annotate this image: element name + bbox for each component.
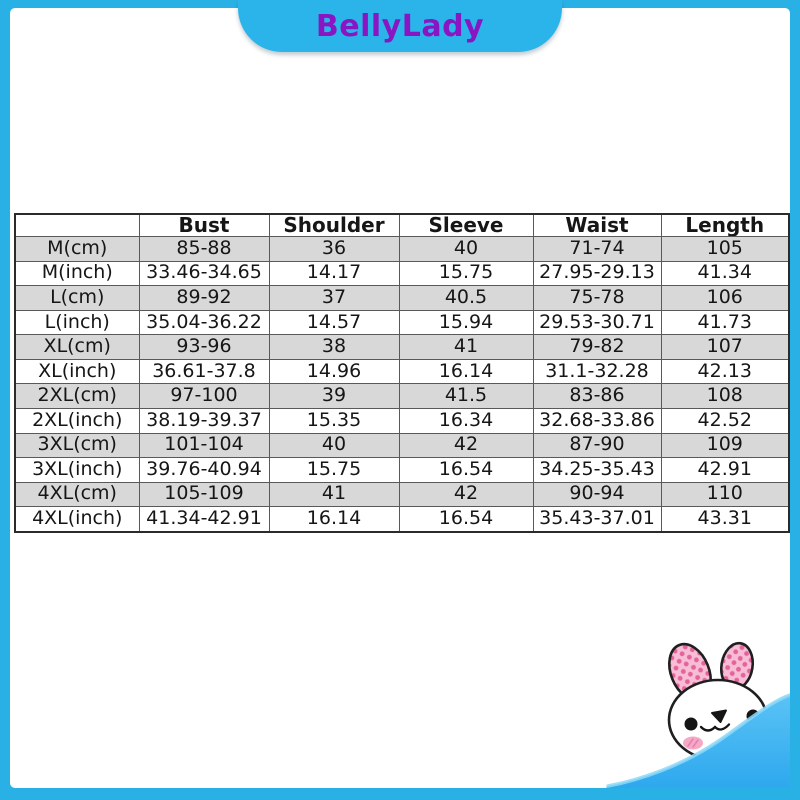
table-row: XL(cm) 93-96 38 41 79-82 107 — [14, 334, 790, 360]
table-cell: 16.34 — [398, 407, 534, 434]
table-cell: 41 — [268, 481, 400, 508]
table-cell: 38.19-39.37 — [138, 407, 270, 434]
table-row: 3XL(cm) 101-104 40 42 87-90 109 — [14, 432, 790, 459]
table-cell: 27.95-29.13 — [532, 260, 662, 287]
table-cell: 42.91 — [660, 457, 790, 483]
wave-shape — [606, 693, 790, 788]
table-cell: 29.53-30.71 — [532, 309, 662, 336]
table-cell: 75-78 — [532, 285, 662, 311]
table-cell: 109 — [660, 432, 790, 459]
table-cell: 41.5 — [398, 383, 534, 409]
table-cell: 97-100 — [138, 383, 270, 409]
table-cell: 15.94 — [398, 309, 534, 336]
table-cell: 16.14 — [268, 506, 400, 533]
table-cell: 106 — [660, 285, 790, 311]
brand-tab: BellyLady — [238, 0, 562, 52]
table-row: M(cm) 85-88 36 40 71-74 105 — [14, 236, 790, 262]
bunny-icon — [606, 641, 790, 788]
table-cell: 31.1-32.28 — [532, 358, 662, 385]
table-cell: 39 — [268, 383, 400, 409]
table-cell: 14.17 — [268, 260, 400, 287]
row-label: L(cm) — [14, 285, 140, 311]
table-cell: 105-109 — [138, 481, 270, 508]
table-cell: 40 — [398, 236, 534, 262]
table-cell: 42.52 — [660, 407, 790, 434]
table-cell: 85-88 — [138, 236, 270, 262]
row-label: XL(inch) — [14, 358, 140, 385]
column-header: Bust — [138, 213, 270, 237]
table-cell: 15.35 — [268, 407, 400, 434]
table-cell: 93-96 — [138, 334, 270, 360]
table-cell: 41 — [398, 334, 534, 360]
column-header — [14, 213, 140, 237]
table-cell: 14.57 — [268, 309, 400, 336]
row-label: 4XL(cm) — [14, 481, 140, 508]
row-label: L(inch) — [14, 309, 140, 336]
table-row: 3XL(inch) 39.76-40.94 15.75 16.54 34.25-35.4… — [14, 457, 790, 483]
brand-name: BellyLady — [315, 8, 485, 44]
table-cell: 36.61-37.8 — [138, 358, 270, 385]
table-row: L(cm) 89-92 37 40.5 75-78 106 — [14, 285, 790, 311]
row-label: 3XL(cm) — [14, 432, 140, 459]
table-cell: 42.13 — [660, 358, 790, 385]
table-cell: 41.34 — [660, 260, 790, 287]
column-header: Waist — [532, 213, 662, 237]
table-cell: 35.43-37.01 — [532, 506, 662, 533]
column-header: Shoulder — [268, 213, 400, 237]
table-cell: 41.34-42.91 — [138, 506, 270, 533]
table-cell: 89-92 — [138, 285, 270, 311]
row-label: 3XL(inch) — [14, 457, 140, 483]
table-cell: 15.75 — [398, 260, 534, 287]
table-cell: 79-82 — [532, 334, 662, 360]
row-label: M(cm) — [14, 236, 140, 262]
table-cell: 71-74 — [532, 236, 662, 262]
table-row: M(inch) 33.46-34.65 14.17 15.75 27.95-29.13 4… — [14, 260, 790, 287]
table-cell: 42 — [398, 432, 534, 459]
table-cell: 33.46-34.65 — [138, 260, 270, 287]
table-cell: 38 — [268, 334, 400, 360]
table-cell: 14.96 — [268, 358, 400, 385]
table-cell: 36 — [268, 236, 400, 262]
header-row: Bust Shoulder Sleeve Waist Length — [14, 213, 790, 237]
table-cell: 42 — [398, 481, 534, 508]
table-cell: 87-90 — [532, 432, 662, 459]
row-label: 2XL(cm) — [14, 383, 140, 409]
table-cell: 83-86 — [532, 383, 662, 409]
row-label: 4XL(inch) — [14, 506, 140, 533]
table-cell: 15.75 — [268, 457, 400, 483]
table-row: L(inch) 35.04-36.22 14.57 15.94 29.53-30.71 4… — [14, 309, 790, 336]
table-row: 4XL(cm) 105-109 41 42 90-94 110 — [14, 481, 790, 508]
table-cell: 37 — [268, 285, 400, 311]
column-header: Length — [660, 213, 790, 237]
table-row: XL(inch) 36.61-37.8 14.96 16.14 31.1-32.28 42… — [14, 358, 790, 385]
table-cell: 16.54 — [398, 506, 534, 533]
table-cell: 107 — [660, 334, 790, 360]
table-cell: 40 — [268, 432, 400, 459]
table-row: 2XL(cm) 97-100 39 41.5 83-86 108 — [14, 383, 790, 409]
table-row: 2XL(inch) 38.19-39.37 15.35 16.34 32.68-33.8… — [14, 407, 790, 434]
table-cell: 41.73 — [660, 309, 790, 336]
table-cell: 90-94 — [532, 481, 662, 508]
table-cell: 43.31 — [660, 506, 790, 533]
table-cell: 40.5 — [398, 285, 534, 311]
table-row: 4XL(inch) 41.34-42.91 16.14 16.54 35.43-37.0… — [14, 506, 790, 533]
column-header: Sleeve — [398, 213, 534, 237]
table-cell: 39.76-40.94 — [138, 457, 270, 483]
table-cell: 16.54 — [398, 457, 534, 483]
row-label: M(inch) — [14, 260, 140, 287]
table-cell: 32.68-33.86 — [532, 407, 662, 434]
table-cell: 105 — [660, 236, 790, 262]
table-cell: 101-104 — [138, 432, 270, 459]
row-label: XL(cm) — [14, 334, 140, 360]
table-cell: 108 — [660, 383, 790, 409]
table-cell: 34.25-35.43 — [532, 457, 662, 483]
table-cell: 16.14 — [398, 358, 534, 385]
row-label: 2XL(inch) — [14, 407, 140, 434]
table-cell: 110 — [660, 481, 790, 508]
size-chart-table: Bust Shoulder Sleeve Waist Length M(cm) 85-88… — [14, 213, 790, 533]
table-cell: 35.04-36.22 — [138, 309, 270, 336]
